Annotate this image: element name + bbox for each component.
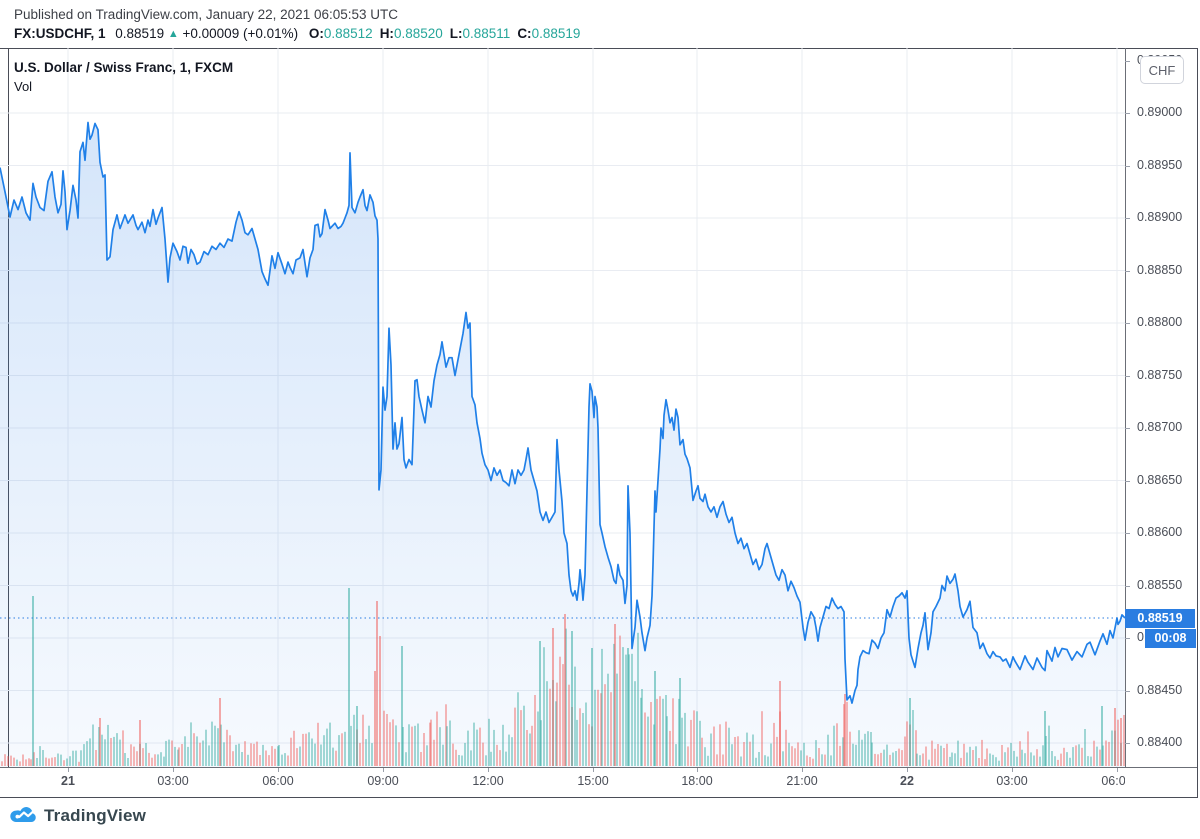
last-price-badge: 0.88519 <box>1125 608 1195 628</box>
symbol-price: 0.88519 <box>115 26 165 41</box>
ohlc-value: 0.88512 <box>323 26 373 41</box>
time-axis-tick <box>383 768 384 772</box>
bar-countdown-badge: 00:08 <box>1145 628 1196 648</box>
price-axis-label: 0.88900 <box>1137 210 1183 224</box>
time-axis-tick <box>68 768 69 772</box>
time-axis-label: 18:00 <box>681 774 713 788</box>
price-axis-label: 0.88650 <box>1137 472 1183 487</box>
symbol-status-line: FX:USDCHF, 1 0.88519 ▲ +0.00009 (+0.01%)… <box>14 26 580 41</box>
ohlc-key: C: <box>517 26 532 41</box>
tradingview-cloud-icon <box>10 807 36 822</box>
ohlc-values: O:0.88512 H:0.88520 L:0.88511 C:0.88519 <box>302 26 581 41</box>
price-axis-tick <box>1125 165 1130 167</box>
time-axis-tick <box>907 768 908 772</box>
ohlc-key: H: <box>379 26 394 41</box>
time-axis-label: 06:00 <box>1101 774 1125 788</box>
time-axis-tick <box>1012 768 1013 772</box>
time-axis-tick <box>173 768 174 772</box>
chart-legend-title: U.S. Dollar / Swiss Franc, 1, FXCM <box>14 60 234 75</box>
price-area-chart <box>0 48 1126 767</box>
ohlc-value: 0.88519 <box>531 26 581 41</box>
time-axis-tick <box>1117 768 1118 772</box>
ohlc-value: 0.88520 <box>393 26 443 41</box>
price-axis-label: 0.88750 <box>1137 367 1183 382</box>
price-axis-tick <box>1125 375 1130 377</box>
time-axis-label: 22 <box>900 774 914 788</box>
time-axis-label: 21 <box>61 774 75 788</box>
time-axis-tick <box>802 768 803 772</box>
price-axis-tick <box>1125 533 1130 534</box>
time-axis-label: 09:00 <box>367 774 399 788</box>
up-arrow-icon: ▲ <box>167 28 179 40</box>
price-axis-tick <box>1125 218 1130 219</box>
price-axis-tick <box>1125 60 1130 62</box>
price-axis-label: 0.88400 <box>1137 735 1183 749</box>
time-axis-label: 06:00 <box>262 774 294 788</box>
price-axis-tick <box>1125 743 1130 744</box>
price-axis-tick <box>1125 690 1130 692</box>
price-axis-label: 0.89000 <box>1137 105 1183 119</box>
time-axis-tick <box>488 768 489 772</box>
time-axis-label: 21:00 <box>786 774 818 788</box>
time-axis[interactable]: 21 03:00 06:00 09:00 12:00 15:00 18:00 21:00 22 0… <box>0 768 1125 797</box>
ohlc-key: O: <box>308 26 324 41</box>
time-axis-separator <box>0 767 1197 768</box>
time-axis-label: 03:00 <box>157 774 189 788</box>
frame-bottom-border <box>0 797 1197 798</box>
price-axis[interactable]: CHF 0.88519 00:08 0.890500.890000.889500… <box>1125 48 1197 767</box>
symbol-name: FX:USDCHF, 1 <box>14 26 106 41</box>
price-axis-separator <box>1125 48 1126 767</box>
price-axis-tick <box>1125 480 1130 482</box>
price-axis-label: 0.88800 <box>1137 315 1183 329</box>
time-axis-tick <box>697 768 698 772</box>
price-axis-label: 0.88600 <box>1137 525 1183 539</box>
price-axis-label: 0.88450 <box>1137 682 1183 697</box>
time-axis-label: 15:00 <box>577 774 609 788</box>
time-axis-tick <box>278 768 279 772</box>
currency-toggle-button[interactable]: CHF <box>1140 56 1184 84</box>
price-axis-tick <box>1125 638 1130 639</box>
price-axis-tick <box>1125 323 1130 324</box>
time-axis-tick <box>593 768 594 772</box>
tradingview-logo[interactable]: TradingView <box>10 805 146 826</box>
time-axis-label: 12:00 <box>472 774 504 788</box>
price-axis-label: 0.88700 <box>1137 420 1183 434</box>
tradingview-logo-text: TradingView <box>44 805 147 825</box>
published-line: Published on TradingView.com, January 22… <box>14 7 398 22</box>
chart-canvas[interactable] <box>0 48 1126 767</box>
price-axis-tick <box>1125 585 1130 587</box>
ohlc-key: L: <box>449 26 463 41</box>
price-axis-tick <box>1125 270 1130 272</box>
symbol-change: +0.00009 (+0.01%) <box>182 26 299 41</box>
price-axis-tick <box>1125 428 1130 429</box>
frame-top-border <box>0 48 1197 49</box>
time-axis-label: 03:00 <box>996 774 1028 788</box>
volume-indicator-label: Vol <box>14 79 33 94</box>
price-axis-label: 0.88950 <box>1137 157 1183 172</box>
frame-right-border <box>1197 48 1198 798</box>
price-axis-tick <box>1125 113 1130 114</box>
ohlc-value: 0.88511 <box>462 26 511 41</box>
price-axis-label: 0.88550 <box>1137 577 1183 592</box>
price-axis-label: 0.88850 <box>1137 262 1183 277</box>
